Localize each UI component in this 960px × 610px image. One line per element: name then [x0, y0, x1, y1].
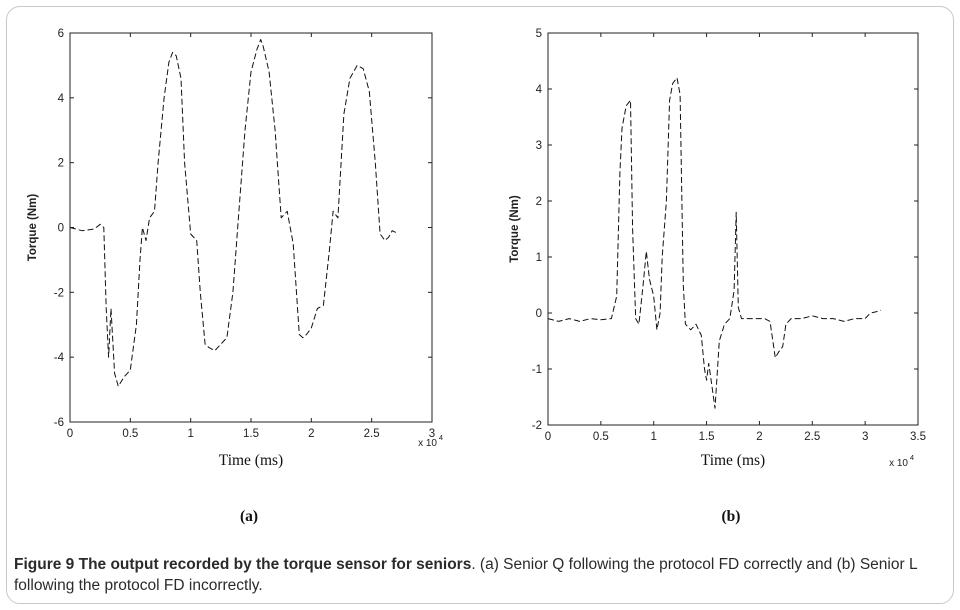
x-tick-label: 1.5: [243, 428, 259, 440]
y-tick-label: 4: [536, 84, 543, 96]
x-tick-label: 0.5: [122, 428, 138, 440]
x-axis-label: Time (ms): [219, 452, 283, 469]
y-tick-label: 3: [536, 140, 542, 152]
y-tick-label: -2: [532, 420, 542, 432]
axes-frame: [547, 32, 919, 426]
x-tick-label: 2: [308, 428, 314, 440]
figure-caption: Figure 9 The output recorded by the torq…: [14, 554, 954, 596]
panel-label: (a): [240, 508, 258, 525]
x-axis-multiplier-exponent: 4: [439, 433, 443, 442]
y-tick-label: 4: [58, 93, 65, 105]
y-tick-label: 5: [536, 28, 542, 40]
y-axis-label: Torque (Nm): [509, 195, 521, 263]
x-tick-label: 0: [545, 431, 551, 443]
x-tick-label: 1.5: [699, 431, 715, 443]
x-tick-label: 2: [756, 431, 762, 443]
axes-frame: [69, 32, 433, 423]
y-tick-label: 0: [58, 223, 64, 235]
x-tick-label: 3: [862, 431, 868, 443]
y-tick-label: -6: [54, 417, 64, 429]
figure-frame: [6, 6, 954, 604]
x-tick-label: 2.5: [804, 431, 820, 443]
caption-title: Figure 9 The output recorded by the torq…: [14, 556, 472, 573]
x-tick-label: 2.5: [364, 428, 380, 440]
y-tick-label: -2: [54, 287, 64, 299]
torque-series-line: [547, 77, 882, 409]
x-tick-label: 3.5: [910, 431, 926, 443]
panel-label: (b): [722, 508, 741, 525]
x-tick-label: 3: [429, 428, 435, 440]
x-axis-multiplier: x 10: [418, 438, 437, 449]
y-tick-label: -4: [54, 352, 65, 364]
x-tick-label: 0: [67, 428, 73, 440]
torque-series-line: [69, 39, 397, 387]
y-tick-label: 6: [58, 28, 64, 40]
x-axis-label: Time (ms): [701, 452, 765, 469]
y-tick-label: 2: [536, 196, 542, 208]
y-axis-label: Torque (Nm): [27, 194, 39, 262]
x-tick-label: 0.5: [593, 431, 609, 443]
y-tick-label: -1: [532, 364, 542, 376]
y-tick-label: 0: [536, 308, 542, 320]
y-tick-label: 2: [58, 158, 64, 170]
y-tick-label: 1: [536, 252, 542, 264]
x-axis-multiplier: x 10: [889, 458, 908, 469]
x-axis-multiplier-exponent: 4: [910, 453, 914, 462]
x-tick-label: 1: [651, 431, 657, 443]
x-tick-label: 1: [187, 428, 193, 440]
caption-text: . (a) Senior Q following the protocol FD…: [14, 556, 917, 594]
